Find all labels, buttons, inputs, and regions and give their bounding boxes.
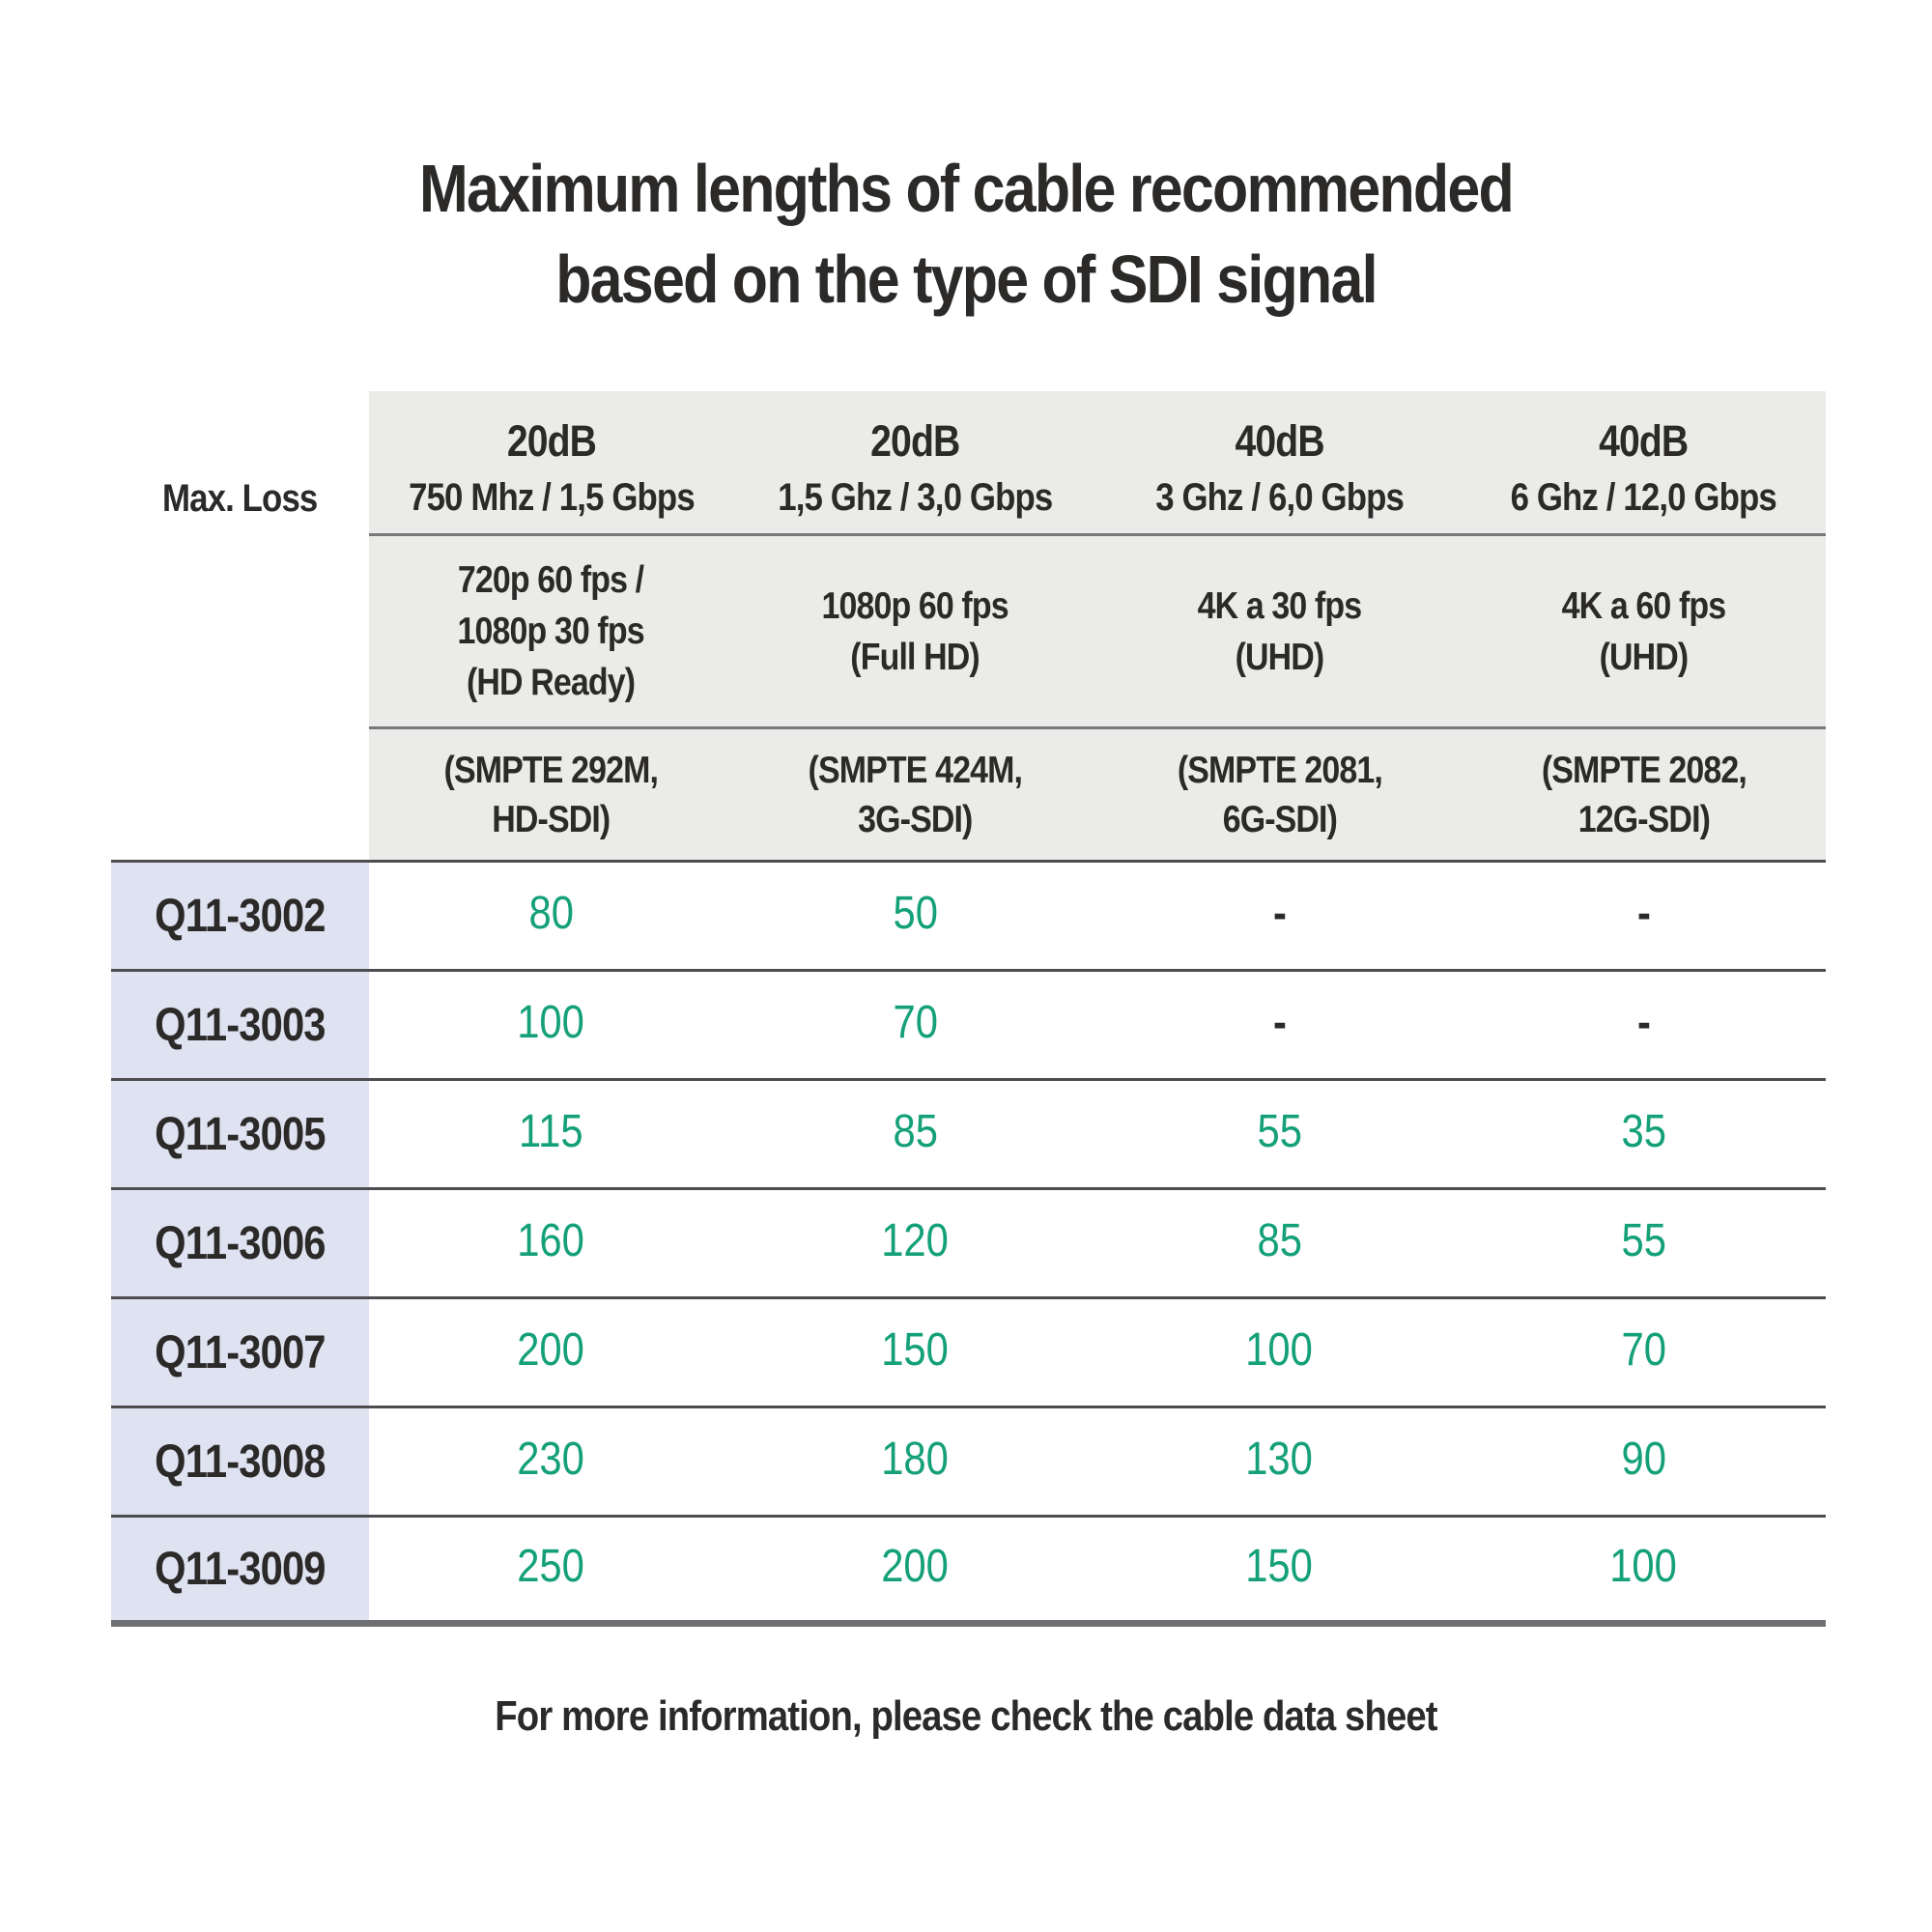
header-cell-signal-2: 20dB 1,5 Ghz / 3,0 Gbps xyxy=(733,391,1097,536)
max-length-cell: 90 xyxy=(1462,1408,1826,1515)
max-length-cell: - xyxy=(1462,863,1826,969)
header-cell-standard-4: (SMPTE 2082, 12G-SDI) xyxy=(1462,729,1826,860)
cable-model-label: Q11-3002 xyxy=(111,863,369,969)
header-row-format: 720p 60 fps / 1080p 30 fps (HD Ready) 10… xyxy=(111,536,1826,729)
attenuation-label: 40dB xyxy=(1599,416,1689,466)
max-length-cell: - xyxy=(1097,972,1462,1078)
footer-note: For more information, please check the c… xyxy=(495,1692,1437,1740)
table-row: Q11-3006 160 120 85 55 xyxy=(111,1190,1826,1299)
max-length-cell: 35 xyxy=(1462,1081,1826,1187)
max-length-cell: 80 xyxy=(369,863,733,969)
header-cell-signal-1: 20dB 750 Mhz / 1,5 Gbps xyxy=(369,391,733,536)
max-length-cell: 70 xyxy=(1462,1299,1826,1406)
bandwidth-label: 750 Mhz / 1,5 Gbps xyxy=(408,476,696,519)
max-length-cell: 70 xyxy=(733,972,1097,1078)
max-length-cell: 55 xyxy=(1097,1081,1462,1187)
header-cell-standard-3: (SMPTE 2081, 6G-SDI) xyxy=(1097,729,1462,860)
max-length-cell: 120 xyxy=(733,1190,1097,1296)
bandwidth-label: 3 Ghz / 6,0 Gbps xyxy=(1155,476,1405,519)
max-length-cell: 85 xyxy=(733,1081,1097,1187)
max-length-cell: 150 xyxy=(733,1299,1097,1406)
table-row: Q11-3003 100 70 - - xyxy=(111,972,1826,1081)
max-length-cell: 115 xyxy=(369,1081,733,1187)
header-row-signal: Max. Loss 20dB 750 Mhz / 1,5 Gbps 20dB 1… xyxy=(111,391,1826,536)
header-row-standard: (SMPTE 292M, HD-SDI) (SMPTE 424M, 3G-SDI… xyxy=(111,729,1826,860)
max-length-cell: 180 xyxy=(733,1408,1097,1515)
max-length-cell: 250 xyxy=(369,1518,733,1620)
max-length-cell: 100 xyxy=(1097,1299,1462,1406)
table-row: Q11-3009 250 200 150 100 xyxy=(111,1518,1826,1627)
cable-model-label: Q11-3003 xyxy=(111,972,369,1078)
max-length-cell: - xyxy=(1462,972,1826,1078)
header-cell-format-4: 4K a 60 fps (UHD) xyxy=(1462,536,1826,729)
attenuation-label: 40dB xyxy=(1235,416,1324,466)
max-length-cell: 160 xyxy=(369,1190,733,1296)
bandwidth-label: 1,5 Ghz / 3,0 Gbps xyxy=(778,476,1053,519)
max-length-cell: 50 xyxy=(733,863,1097,969)
cable-model-label: Q11-3007 xyxy=(111,1299,369,1406)
table-row: Q11-3002 80 50 - - xyxy=(111,863,1826,972)
max-length-cell: 100 xyxy=(1462,1518,1826,1620)
max-length-cell: 130 xyxy=(1097,1408,1462,1515)
table-body: Q11-3002 80 50 - - Q11-3003 100 70 - - Q… xyxy=(111,860,1826,1627)
page-title-line2: based on the type of SDI signal xyxy=(555,242,1378,317)
table-row: Q11-3007 200 150 100 70 xyxy=(111,1299,1826,1408)
max-length-cell: - xyxy=(1097,863,1462,969)
max-length-cell: 200 xyxy=(733,1518,1097,1620)
cable-model-label: Q11-3009 xyxy=(111,1518,369,1620)
header-cell-format-1: 720p 60 fps / 1080p 30 fps (HD Ready) xyxy=(369,536,733,729)
header-spacer xyxy=(111,536,369,729)
header-cell-signal-3: 40dB 3 Ghz / 6,0 Gbps xyxy=(1097,391,1462,536)
header-cell-format-2: 1080p 60 fps (Full HD) xyxy=(733,536,1097,729)
header-cell-signal-4: 40dB 6 Ghz / 12,0 Gbps xyxy=(1462,391,1826,536)
max-length-cell: 150 xyxy=(1097,1518,1462,1620)
max-length-cell: 230 xyxy=(369,1408,733,1515)
header-cell-standard-1: (SMPTE 292M, HD-SDI) xyxy=(369,729,733,860)
header-spacer xyxy=(111,729,369,860)
attenuation-label: 20dB xyxy=(870,416,960,466)
header-cell-format-3: 4K a 30 fps (UHD) xyxy=(1097,536,1462,729)
cable-model-label: Q11-3008 xyxy=(111,1408,369,1515)
sdi-cable-length-table: Max. Loss 20dB 750 Mhz / 1,5 Gbps 20dB 1… xyxy=(111,391,1826,1627)
attenuation-label: 20dB xyxy=(506,416,596,466)
max-length-cell: 85 xyxy=(1097,1190,1462,1296)
corner-label-max-loss: Max. Loss xyxy=(111,391,369,536)
page-title-line1: Maximum lengths of cable recommended xyxy=(419,151,1515,226)
table-row: Q11-3005 115 85 55 35 xyxy=(111,1081,1826,1190)
max-length-cell: 55 xyxy=(1462,1190,1826,1296)
bandwidth-label: 6 Ghz / 12,0 Gbps xyxy=(1510,476,1777,519)
max-length-cell: 100 xyxy=(369,972,733,1078)
table-row: Q11-3008 230 180 130 90 xyxy=(111,1408,1826,1518)
header-cell-standard-2: (SMPTE 424M, 3G-SDI) xyxy=(733,729,1097,860)
max-length-cell: 200 xyxy=(369,1299,733,1406)
page-title: Maximum lengths of cable recommended bas… xyxy=(0,143,1932,325)
cable-model-label: Q11-3006 xyxy=(111,1190,369,1296)
cable-model-label: Q11-3005 xyxy=(111,1081,369,1187)
